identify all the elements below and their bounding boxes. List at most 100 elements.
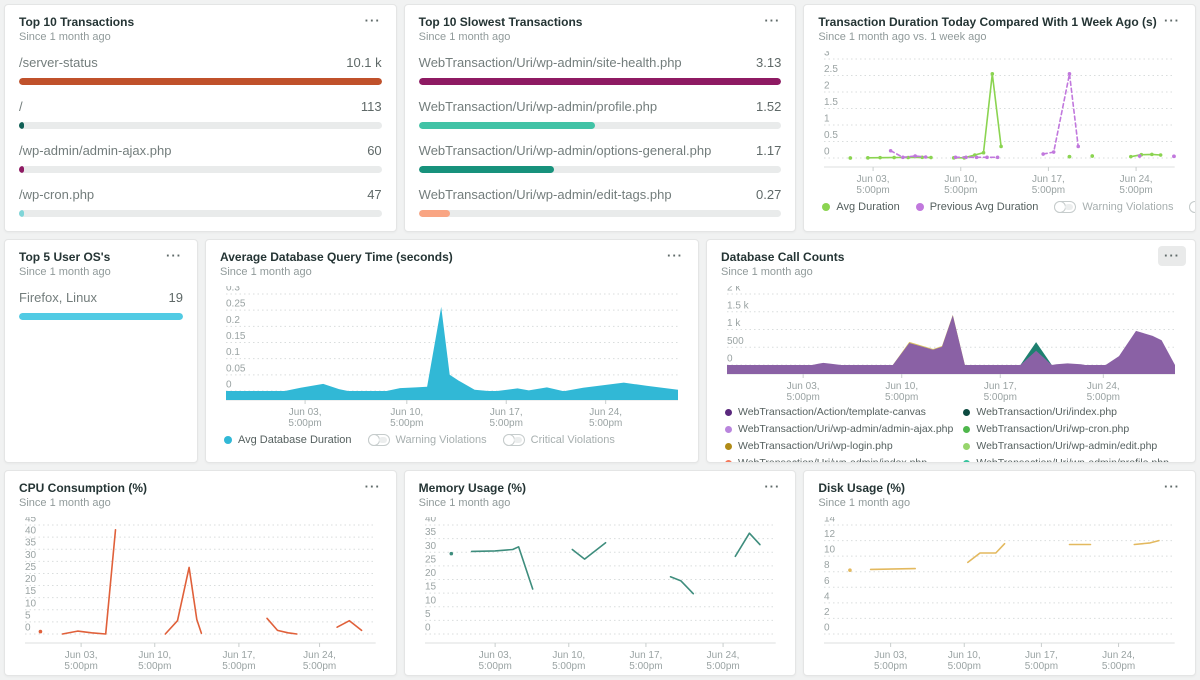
legend-label: WebTransaction/Uri/index.php xyxy=(976,406,1117,418)
legend-item[interactable]: WebTransaction/Uri/wp-admin/edit.php xyxy=(963,440,1181,452)
svg-text:Jun 10,: Jun 10, xyxy=(390,407,423,418)
legend-item[interactable]: Warning Violations xyxy=(1054,201,1173,213)
bar-list: WebTransaction/Uri/wp-admin/site-health.… xyxy=(418,55,782,232)
svg-text:Jun 17,: Jun 17, xyxy=(1025,650,1058,661)
bar-value: 0.27 xyxy=(756,187,782,202)
panel-menu-button[interactable]: ··· xyxy=(364,479,381,494)
svg-text:5:00pm: 5:00pm xyxy=(948,661,981,672)
panel-disk: Disk Usage (%) Since 1 month ago ··· 14 1… xyxy=(803,470,1196,676)
svg-text:5:00pm: 5:00pm xyxy=(786,392,819,403)
bar-row[interactable]: WebTransaction/Uri/wp-admin/site-health.… xyxy=(418,55,782,85)
toggle-switch-icon[interactable] xyxy=(367,434,390,446)
panel-menu-button[interactable]: ··· xyxy=(764,479,781,494)
toggle-switch-icon[interactable] xyxy=(502,434,525,446)
legend-item[interactable]: Avg Database Duration xyxy=(224,434,352,446)
legend-item[interactable]: WebTransaction/Uri/wp-login.php xyxy=(725,440,953,452)
panel-menu-button[interactable]: ··· xyxy=(364,13,381,28)
svg-text:Jun 03,: Jun 03, xyxy=(787,381,820,392)
svg-text:2.5: 2.5 xyxy=(824,64,838,75)
panel-menu-button[interactable]: ··· xyxy=(166,248,182,263)
toggle-knob-icon xyxy=(502,434,515,446)
bar-list: /server-status 10.1 k / 113/wp-admin/admin-… xyxy=(19,55,382,232)
panel-subtitle: Since 1 month ago xyxy=(418,31,511,43)
legend-item[interactable]: WebTransaction/Uri/index.php xyxy=(963,406,1181,418)
toggle-switch-icon[interactable] xyxy=(1054,201,1077,213)
svg-text:45: 45 xyxy=(25,517,37,525)
svg-text:5:00pm: 5:00pm xyxy=(303,661,336,672)
panel-title: Database Call Counts xyxy=(721,250,845,264)
bar-row[interactable]: /server-status 10.1 k xyxy=(19,55,382,85)
bar-row[interactable]: Firefox, Linux 19 xyxy=(19,290,183,320)
bar-row[interactable]: /wp-admin/… xyxy=(19,231,382,232)
legend-item[interactable]: WebTransaction/Uri/wp-admin/profile.php xyxy=(963,457,1181,462)
legend-item[interactable]: WebTransaction/Uri/wp-cron.php xyxy=(963,423,1181,435)
legend-item[interactable]: Warning Violations xyxy=(367,434,487,446)
panel-menu-button[interactable]: ··· xyxy=(1158,246,1186,266)
legend-item[interactable]: Critical Violations xyxy=(502,434,615,446)
panel-db-query-time: Average Database Query Time (seconds) Si… xyxy=(205,239,699,463)
svg-text:5:00pm: 5:00pm xyxy=(1032,185,1065,196)
bar-label: Firefox, Linux xyxy=(19,290,98,305)
legend-label: WebTransaction/Uri/wp-cron.php xyxy=(976,423,1130,435)
svg-text:Jun 03,: Jun 03, xyxy=(875,650,908,661)
svg-text:40: 40 xyxy=(25,526,37,537)
panel-header: CPU Consumption (%) Since 1 month ago ··… xyxy=(19,479,382,511)
panel-menu-button[interactable]: ··· xyxy=(1163,13,1180,28)
svg-text:Jun 24,: Jun 24, xyxy=(1087,381,1120,392)
legend-label: WebTransaction/Uri/wp-login.php xyxy=(738,440,893,452)
bar-fill xyxy=(19,166,24,173)
svg-text:30: 30 xyxy=(25,550,37,561)
svg-text:Jun 03,: Jun 03, xyxy=(857,174,890,185)
svg-text:0.1: 0.1 xyxy=(226,347,240,358)
svg-text:5:00pm: 5:00pm xyxy=(64,661,97,672)
legend-item[interactable]: Previous Avg Duration xyxy=(915,201,1038,213)
svg-text:0: 0 xyxy=(425,623,431,634)
svg-text:Jun 24,: Jun 24, xyxy=(706,650,739,661)
svg-text:Jun 03,: Jun 03, xyxy=(478,650,511,661)
bar-row[interactable]: WebTransaction/Uri/wp-admin/options-gene… xyxy=(418,143,782,173)
bar-fill xyxy=(418,122,595,129)
svg-text:Jun 10,: Jun 10, xyxy=(948,650,981,661)
svg-text:12: 12 xyxy=(824,529,836,540)
bar-row[interactable]: WebTransaction/Uri/wp-admin/edit-tags.ph… xyxy=(418,187,782,217)
series-color-dot-icon xyxy=(725,425,732,433)
toggle-switch-icon[interactable] xyxy=(1189,201,1195,213)
legend-item[interactable]: WebTransaction/Uri/wp-admin/index.php xyxy=(725,457,953,462)
svg-text:Jun 10,: Jun 10, xyxy=(552,650,585,661)
svg-text:0.15: 0.15 xyxy=(226,331,246,342)
bar-row[interactable]: / 113 xyxy=(19,99,382,129)
svg-text:20: 20 xyxy=(25,574,37,585)
bar-value: 1.52 xyxy=(756,99,782,114)
bar-row[interactable]: /wp-admin/admin-ajax.php 60 xyxy=(19,143,382,173)
svg-text:5:00pm: 5:00pm xyxy=(1102,661,1135,672)
bar-row[interactable]: WebTransaction/Uri/wp-admin/profile.php 1… xyxy=(418,99,782,129)
chart-legend: Avg Database Duration Warning Violations C… xyxy=(220,434,684,446)
panel-menu-button[interactable]: ··· xyxy=(1163,479,1180,494)
bar-track xyxy=(19,122,382,129)
svg-text:10: 10 xyxy=(425,595,437,606)
bar-row[interactable]: WebTransaction/Uri/wp-admin/… xyxy=(419,231,782,232)
legend-item[interactable]: WebTransaction/Action/template-canvas xyxy=(725,406,953,418)
panel-title: CPU Consumption (%) xyxy=(19,481,147,495)
svg-text:Jun 17,: Jun 17, xyxy=(222,650,255,661)
panel-menu-button[interactable]: ··· xyxy=(764,13,781,28)
panel-header: Top 10 Transactions Since 1 month ago ··… xyxy=(19,13,382,45)
svg-text:1: 1 xyxy=(824,114,830,125)
svg-text:8: 8 xyxy=(824,560,830,571)
bar-track xyxy=(19,210,382,217)
legend-item[interactable]: Critical Violations xyxy=(1189,201,1195,213)
bar-row[interactable]: /wp-cron.php 47 xyxy=(19,187,382,217)
legend-item[interactable]: Avg Duration xyxy=(822,201,900,213)
svg-text:5: 5 xyxy=(425,609,431,620)
legend-item[interactable]: WebTransaction/Uri/wp-admin/admin-ajax.p… xyxy=(725,423,953,435)
legend-label: WebTransaction/Uri/wp-admin/admin-ajax.p… xyxy=(738,423,954,435)
series-color-dot-icon xyxy=(963,442,971,450)
panel-menu-button[interactable]: ··· xyxy=(667,248,683,263)
bar-track xyxy=(19,78,382,85)
